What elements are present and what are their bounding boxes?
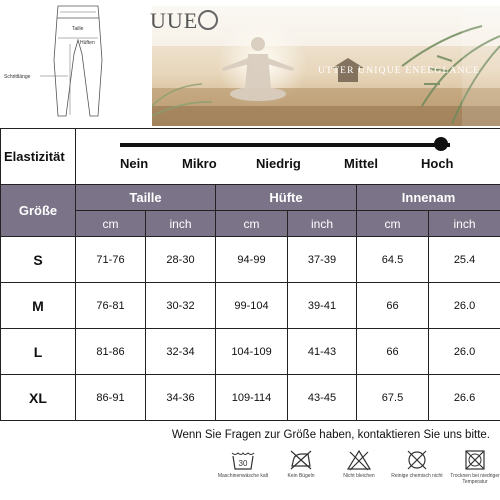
care-label-iron: Kein Bügeln: [287, 473, 315, 479]
waist-cm-cell: 76-81: [75, 282, 146, 329]
no-dry-clean-icon: [407, 450, 427, 470]
yoga-beach-banner: [152, 6, 500, 126]
inseam-header: Innenam: [355, 184, 500, 211]
hip-cm-header: cm: [215, 210, 288, 237]
care-label-wash: Maschinenwäsche kalt: [217, 473, 269, 479]
elasticity-slider-knob: [434, 137, 448, 151]
size-header: Größe: [0, 184, 76, 237]
no-iron-icon: [290, 450, 312, 470]
size-cell: XL: [0, 374, 76, 421]
care-item: Kein Bügeln: [272, 448, 330, 479]
table-row: M 76-81 30-32 99-104 39-41 66 26.0: [0, 282, 500, 329]
care-item: Reinige chemisch nicht: [388, 448, 446, 479]
waist-inch-header: inch: [145, 210, 216, 237]
hip-cm-cell: 109-114: [215, 374, 288, 421]
table-row: XL 86-91 34-36 109-114 43-45 67.5 26.6: [0, 374, 500, 421]
inseam-inch-cell: 26.6: [427, 374, 500, 421]
brand-tagline: UTTER UNIQUE ENEEGLANCE: [318, 66, 481, 76]
size-chart-table: Elastizität Nein Mikro Niedrig Mittel Ho…: [0, 128, 500, 421]
waist-inch-cell: 34-36: [145, 374, 216, 421]
inseam-cm-header: cm: [356, 210, 429, 237]
no-bleach-icon: [346, 449, 372, 471]
hip-cm-cell: 99-104: [215, 282, 288, 329]
hip-header: Hüfte: [215, 184, 357, 211]
waist-cm-cell: 81-86: [75, 328, 146, 375]
care-label-bleach: Nicht bleichen: [343, 473, 375, 479]
inseam-inch-cell: 25.4: [427, 236, 500, 283]
care-item: 30 Maschinenwäsche kalt: [214, 448, 272, 479]
brand-logo: [198, 10, 218, 30]
waist-inch-cell: 28-30: [145, 236, 216, 283]
waist-header: Taille: [75, 184, 216, 211]
hip-cm-cell: 104-109: [215, 328, 288, 375]
hip-inch-cell: 41-43: [287, 328, 357, 375]
care-instructions: 30 Maschinenwäsche kalt Kein Bügeln Nich…: [214, 448, 500, 500]
waist-inch-cell: 32-34: [145, 328, 216, 375]
care-item: Trocknen bei niedriger Temperatur: [446, 448, 500, 485]
wash-30-icon: 30: [231, 452, 255, 470]
inseam-inch-cell: 26.0: [427, 282, 500, 329]
hip-inch-cell: 43-45: [287, 374, 357, 421]
table-row: S 71-76 28-30 94-99 37-39 64.5 25.4: [0, 236, 500, 283]
hip-inch-cell: 37-39: [287, 236, 357, 283]
elasticity-label: Elastizität: [0, 128, 76, 185]
inseam-inch-header: inch: [427, 210, 500, 237]
care-label-dry-clean: Reinige chemisch nicht: [391, 473, 443, 479]
elasticity-scale: Nein Mikro Niedrig Mittel Hoch: [74, 128, 500, 185]
brand-name: UUE: [150, 8, 199, 33]
size-cell: S: [0, 236, 76, 283]
hip-label: Hüften: [80, 40, 95, 46]
size-cell: L: [0, 328, 76, 375]
hip-cm-cell: 94-99: [215, 236, 288, 283]
inseam-inch-cell: 26.0: [427, 328, 500, 375]
elasticity-level-niedrig: Niedrig: [256, 156, 301, 171]
size-contact-note: Wenn Sie Fragen zur Größe haben, kontakt…: [171, 429, 490, 441]
care-label-tumble-dry: Trocknen bei niedriger Temperatur: [450, 473, 500, 485]
elasticity-level-nein: Nein: [120, 156, 149, 171]
inseam-cm-cell: 66: [356, 282, 429, 329]
waist-cm-header: cm: [75, 210, 146, 237]
table-row: L 81-86 32-34 104-109 41-43 66 26.0: [0, 328, 500, 375]
waist-inch-cell: 30-32: [145, 282, 216, 329]
elasticity-level-mikro: Mikro: [182, 156, 217, 171]
inseam-label: Schrittlänge: [4, 74, 31, 80]
hip-inch-header: inch: [287, 210, 357, 237]
hip-inch-cell: 39-41: [287, 282, 357, 329]
tumble-dry-low-icon: [465, 450, 485, 470]
care-item: Nicht bleichen: [330, 448, 388, 479]
leggings-measurement-diagram: Taille Hüften Schrittlänge: [4, 5, 103, 117]
wash-temperature: 30: [239, 459, 248, 468]
elasticity-level-hoch: Hoch: [421, 156, 454, 171]
inseam-cm-cell: 66: [356, 328, 429, 375]
size-cell: M: [0, 282, 76, 329]
waist-label: Taille: [72, 26, 84, 32]
elasticity-slider-track: [120, 143, 450, 147]
elasticity-level-mittel: Mittel: [344, 156, 378, 171]
waist-cm-cell: 71-76: [75, 236, 146, 283]
inseam-cm-cell: 67.5: [356, 374, 429, 421]
waist-cm-cell: 86-91: [75, 374, 146, 421]
inseam-cm-cell: 64.5: [356, 236, 429, 283]
